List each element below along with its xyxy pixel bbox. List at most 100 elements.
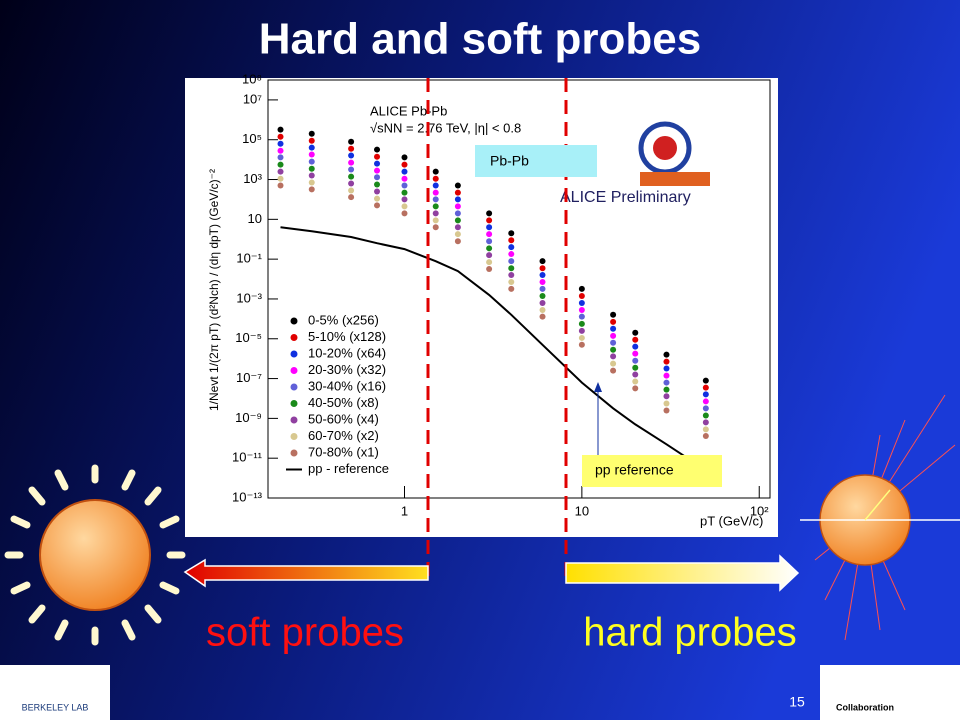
x-axis-label: pT (GeV/c) <box>700 513 763 528</box>
plot-frame <box>267 79 771 499</box>
data-point <box>432 175 439 182</box>
data-point <box>374 153 381 160</box>
data-point <box>663 400 670 407</box>
data-point <box>663 407 670 414</box>
data-point <box>348 180 355 187</box>
data-point <box>486 245 493 252</box>
data-point <box>277 175 284 182</box>
data-point <box>486 231 493 238</box>
data-point <box>401 182 408 189</box>
data-point <box>348 166 355 173</box>
data-point <box>348 159 355 166</box>
data-point <box>663 351 670 358</box>
data-point <box>348 145 355 152</box>
logo-left-text: BERKELEY LAB <box>22 702 89 712</box>
data-point <box>610 325 617 332</box>
data-point <box>486 238 493 245</box>
slide-title: Hard and soft probes <box>259 15 702 64</box>
data-point <box>578 313 585 320</box>
data-point <box>702 405 709 412</box>
y-tick-label: 10⁻¹¹ <box>232 450 263 465</box>
data-point <box>578 299 585 306</box>
soft-arrow <box>183 558 429 588</box>
data-point <box>610 318 617 325</box>
data-point <box>578 293 585 300</box>
data-point <box>663 365 670 372</box>
data-point <box>308 186 315 193</box>
data-point <box>374 195 381 202</box>
data-point <box>508 237 515 244</box>
data-point <box>401 189 408 196</box>
data-point <box>539 265 546 272</box>
data-point <box>454 189 461 196</box>
hard-arrow <box>565 554 800 592</box>
data-point <box>632 350 639 357</box>
data-point <box>539 306 546 313</box>
legend-label: 20-30% (x32) <box>308 362 386 377</box>
data-point <box>702 384 709 391</box>
data-point <box>348 187 355 194</box>
y-tick-label: 10 <box>248 211 262 226</box>
data-point <box>539 293 546 300</box>
legend-swatch <box>290 400 298 407</box>
chart-subheader: √sNN = 2.76 TeV, |η| < 0.8 <box>370 120 521 135</box>
data-point <box>432 168 439 175</box>
data-point <box>702 398 709 405</box>
y-tick-label: 10⁻⁹ <box>235 410 262 425</box>
data-point <box>610 346 617 353</box>
data-point <box>508 279 515 286</box>
y-tick-label: 10⁻⁵ <box>235 330 262 345</box>
data-point <box>508 230 515 237</box>
data-point <box>578 285 585 292</box>
y-tick-label: 10⁻¹ <box>236 251 262 266</box>
chart: 10⁸ 10⁷ 10⁵ 10³ 10 10⁻¹ 10⁻³ 10⁻⁵ 10⁻⁷ 10⁻⁹ 10⁻¹¹ 1… <box>232 71 769 518</box>
y-axis-label: 1/Nevt 1/(2π pT) (d²Nch) / (dη dpT) (GeV… <box>207 169 221 411</box>
collision-icon <box>800 394 960 641</box>
data-point <box>432 189 439 196</box>
legend-label: 60-70% (x2) <box>308 428 379 443</box>
legend-swatch <box>290 334 298 341</box>
data-point <box>578 327 585 334</box>
legend-label: 0-5% (x256) <box>308 312 379 327</box>
logo-right <box>820 665 960 720</box>
data-point <box>454 203 461 210</box>
data-point <box>702 412 709 419</box>
logo-right-text: Collaboration <box>836 702 894 712</box>
data-point <box>401 161 408 168</box>
legend-swatch <box>290 367 298 374</box>
data-point <box>374 167 381 174</box>
data-point <box>539 285 546 292</box>
data-point <box>308 137 315 144</box>
data-point <box>663 372 670 379</box>
data-point <box>277 168 284 175</box>
data-point <box>277 147 284 154</box>
data-point <box>374 202 381 209</box>
data-point <box>508 251 515 258</box>
data-point <box>277 133 284 140</box>
hard-label: hard probes <box>583 611 796 655</box>
data-point <box>454 210 461 217</box>
data-point <box>308 158 315 165</box>
data-point <box>632 371 639 378</box>
data-point <box>432 224 439 231</box>
legend-swatch <box>290 383 298 391</box>
data-point <box>277 161 284 168</box>
data-point <box>539 279 546 286</box>
legend-label: 30-40% (x16) <box>308 378 386 393</box>
data-point <box>632 364 639 371</box>
legend-swatch <box>290 416 298 424</box>
data-point <box>508 271 515 278</box>
data-point <box>401 196 408 203</box>
sun-icon <box>4 464 186 646</box>
data-point <box>663 358 670 365</box>
data-point <box>277 140 284 147</box>
data-point <box>277 154 284 161</box>
data-point <box>454 238 461 245</box>
data-point <box>348 152 355 159</box>
data-point <box>702 419 709 426</box>
data-point <box>508 244 515 251</box>
data-point <box>374 188 381 195</box>
page-number: 15 <box>789 694 805 710</box>
chart-watermark: ALICE Preliminary <box>560 189 691 206</box>
